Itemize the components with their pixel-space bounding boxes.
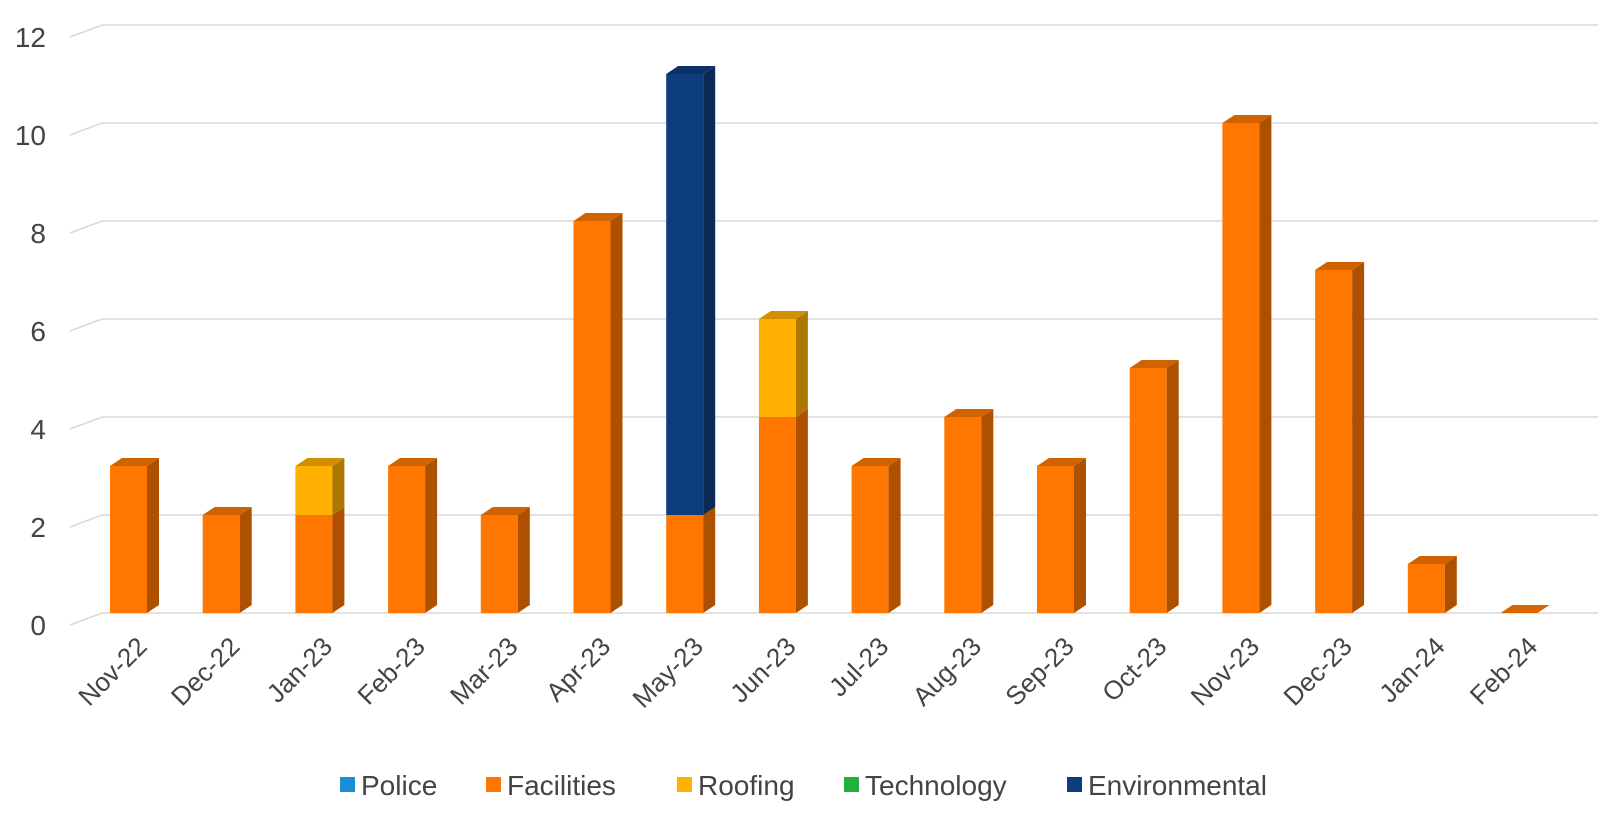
bar-top-facilities-apr-23: [573, 213, 623, 221]
bar-facilities-dec-22: [202, 515, 240, 613]
bar-side-facilities-jan-23: [332, 507, 345, 613]
legend-label-police: Police: [361, 770, 437, 801]
x-tick-label: Sep-23: [999, 631, 1079, 711]
bar-top-facilities-aug-23: [944, 409, 994, 417]
bar-side-environmental-may-23: [703, 66, 716, 515]
legend-label-facilities: Facilities: [507, 770, 616, 801]
bar-side-facilities-feb-23: [425, 458, 438, 613]
bar-side-facilities-dec-23: [1352, 262, 1365, 613]
bar-facilities-jul-23: [851, 466, 889, 613]
y-tick-label: 8: [30, 218, 46, 249]
bar-side-facilities-may-23: [703, 507, 716, 613]
bar-side-facilities-sep-23: [1074, 458, 1086, 613]
x-tick-label: Feb-23: [351, 631, 430, 710]
y-tick-label: 10: [15, 120, 46, 151]
bar-top-facilities-nov-23: [1222, 115, 1272, 123]
x-tick-label: May-23: [626, 631, 709, 714]
x-axis-ticks: Nov-22 Dec-22 Jan-23 Feb-23 Mar-23 Apr-23 May-…: [72, 631, 1543, 714]
bar-facilities-jan-24: [1407, 564, 1445, 613]
gridline: [69, 514, 1598, 528]
legend-swatch-technology: [844, 777, 859, 792]
x-tick-label: Dec-23: [1277, 631, 1357, 711]
bar-top-facilities-nov-22: [110, 458, 159, 466]
x-tick-label: Jan-23: [261, 631, 338, 708]
bars: [110, 66, 1550, 613]
legend-swatch-police: [340, 777, 355, 792]
bar-side-facilities-aug-23: [981, 409, 994, 613]
gridline: [69, 122, 1598, 136]
bar-side-facilities-apr-23: [610, 213, 623, 613]
bar-side-facilities-jun-23: [795, 409, 808, 613]
gridline: [69, 318, 1598, 332]
bar-side-facilities-nov-22: [147, 458, 159, 613]
gridline: [69, 416, 1598, 430]
bar-top-facilities-feb-23: [388, 458, 438, 466]
bar-facilities-oct-23: [1129, 368, 1167, 613]
bar-side-facilities-dec-22: [239, 507, 252, 613]
bar-facilities-sep-23: [1037, 466, 1074, 613]
bar-side-facilities-nov-23: [1259, 115, 1272, 613]
gridline: [69, 612, 1598, 626]
bar-environmental-may-23: [666, 74, 704, 515]
legend-label-technology: Technology: [865, 770, 1007, 801]
gridlines: [69, 24, 1598, 626]
bar-top-facilities-dec-23: [1315, 262, 1365, 270]
bar-side-roofing-jan-23: [332, 458, 345, 515]
bar-top-facilities-jan-24: [1407, 556, 1457, 564]
x-tick-label: Apr-23: [540, 631, 616, 707]
x-tick-label: Dec-22: [165, 631, 245, 711]
y-tick-label: 12: [15, 22, 46, 53]
bar-side-facilities-jan-24: [1444, 556, 1457, 613]
gridline: [69, 24, 1598, 38]
legend: Police Facilities Roofing Technology Environ…: [340, 770, 1267, 801]
y-tick-label: 0: [30, 610, 46, 641]
legend-swatch-roofing: [677, 777, 692, 792]
bar-facilities-nov-23: [1222, 123, 1260, 613]
bar-top-facilities-sep-23: [1037, 458, 1086, 466]
bar-side-roofing-jun-23: [795, 311, 808, 417]
bar-top-facilities-dec-22: [202, 507, 252, 515]
bar-zero-feb-24: [1500, 605, 1550, 613]
legend-label-roofing: Roofing: [698, 770, 795, 801]
x-tick-label: Jul-23: [823, 631, 894, 702]
bar-facilities-apr-23: [573, 221, 611, 613]
bar-facilities-may-23: [666, 515, 704, 613]
bar-facilities-jun-23: [758, 417, 796, 613]
bar-facilities-aug-23: [944, 417, 982, 613]
x-tick-label: Mar-23: [444, 631, 523, 710]
x-tick-label: Oct-23: [1096, 631, 1172, 707]
bar-facilities-nov-22: [110, 466, 147, 613]
bar-top-facilities-oct-23: [1129, 360, 1179, 368]
bar-facilities-dec-23: [1315, 270, 1353, 613]
x-tick-label: Nov-23: [1185, 631, 1265, 711]
bar-facilities-jan-23: [295, 515, 333, 613]
bar-top-facilities-mar-23: [480, 507, 530, 515]
gridline: [69, 220, 1598, 234]
y-tick-label: 2: [30, 512, 46, 543]
bar-side-facilities-mar-23: [517, 507, 530, 613]
bar-roofing-jan-23: [295, 466, 333, 515]
bar-top-environmental-may-23: [666, 66, 716, 74]
x-tick-label: Feb-24: [1464, 631, 1543, 710]
bar-side-facilities-jul-23: [888, 458, 901, 613]
legend-label-environmental: Environmental: [1088, 770, 1267, 801]
x-tick-label: Nov-22: [72, 631, 152, 711]
bar-top-roofing-jun-23: [758, 311, 808, 319]
y-axis-ticks: 0 2 4 6 8 10 12: [15, 22, 46, 641]
x-tick-label: Jun-23: [724, 631, 801, 708]
x-tick-label: Aug-23: [907, 631, 987, 711]
legend-swatch-environmental: [1067, 777, 1082, 792]
bar-top-roofing-jan-23: [295, 458, 345, 466]
y-tick-label: 6: [30, 316, 46, 347]
x-tick-label: Jan-24: [1373, 631, 1450, 708]
bar-facilities-mar-23: [480, 515, 518, 613]
bar-roofing-jun-23: [758, 319, 796, 417]
bar-side-facilities-oct-23: [1166, 360, 1179, 613]
bar-top-facilities-jul-23: [851, 458, 901, 466]
legend-swatch-facilities: [486, 777, 501, 792]
y-tick-label: 4: [30, 414, 46, 445]
bar-facilities-feb-23: [388, 466, 426, 613]
